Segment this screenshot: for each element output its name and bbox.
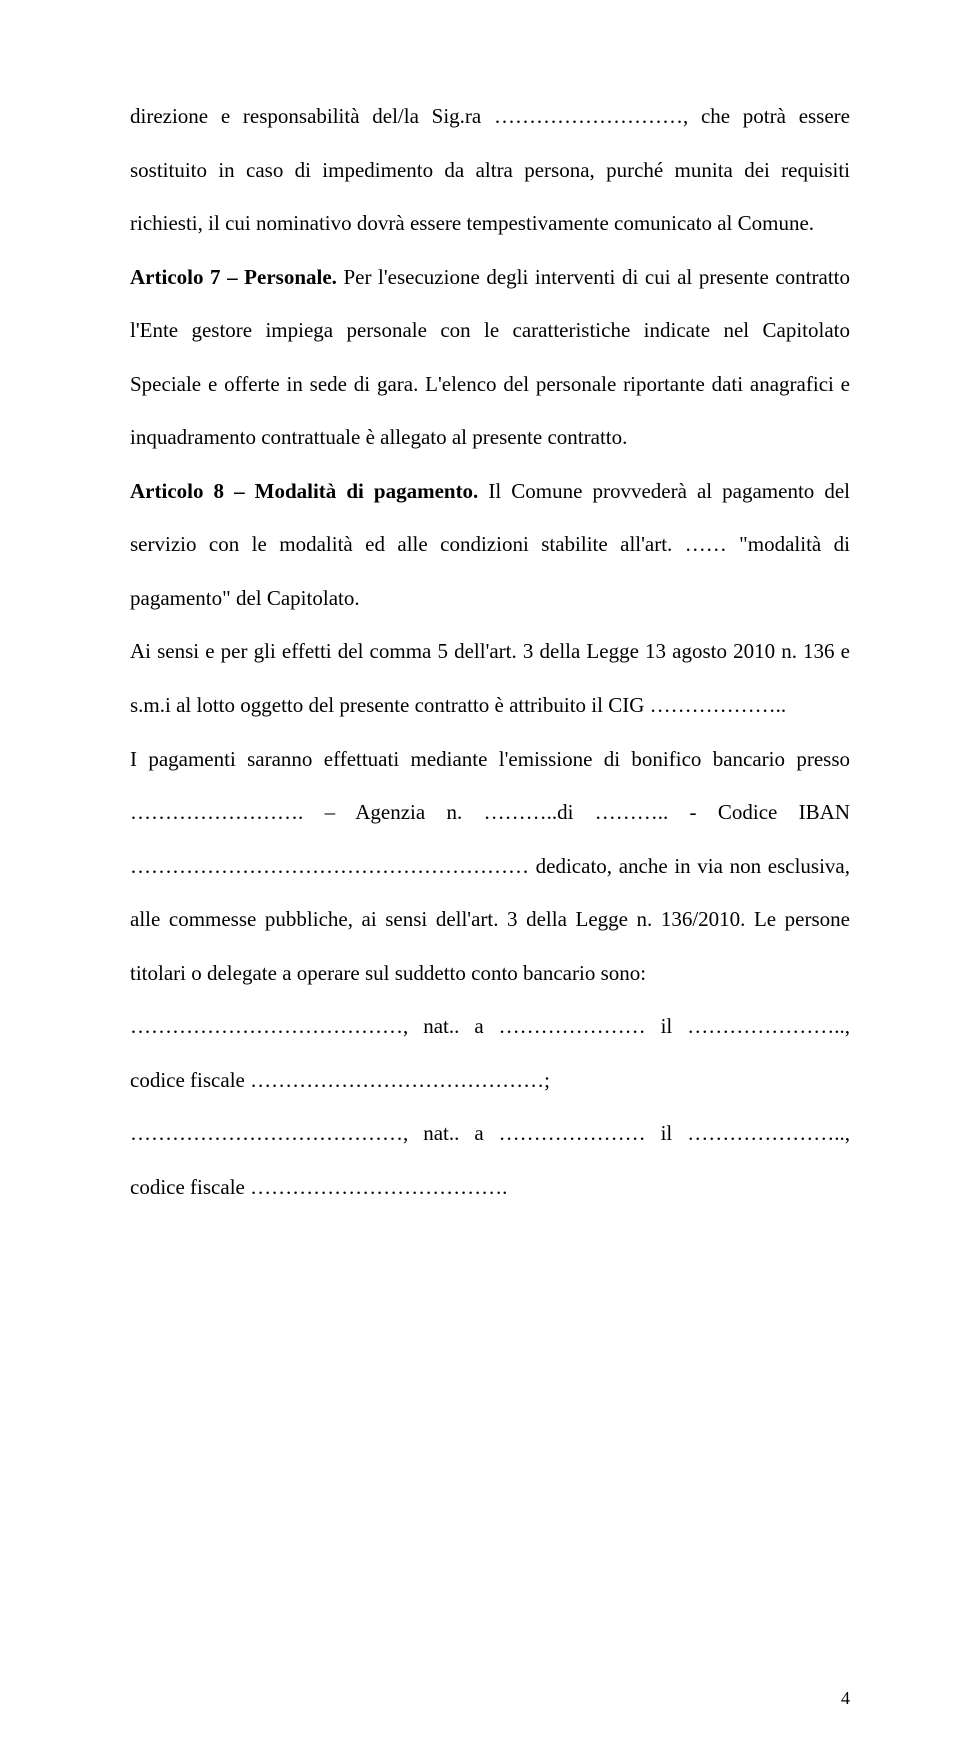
- pagamenti-text: I pagamenti saranno effettuati mediante …: [130, 747, 850, 985]
- ai-sensi-text: Ai sensi e per gli effetti del comma 5 d…: [130, 639, 850, 717]
- article-8-title: Articolo 8 – Modalità di pagamento.: [130, 479, 478, 503]
- page-number: 4: [841, 1688, 850, 1709]
- person-line-2: …………………………………, nat.. a ………………… il …………………: [130, 1107, 850, 1214]
- paragraph-intro: direzione e responsabilità del/la Sig.ra…: [130, 90, 850, 251]
- document-page: direzione e responsabilità del/la Sig.ra…: [0, 0, 960, 1764]
- ai-sensi-paragraph: Ai sensi e per gli effetti del comma 5 d…: [130, 625, 850, 732]
- person-line-1: …………………………………, nat.. a ………………… il …………………: [130, 1000, 850, 1107]
- article-7: Articolo 7 – Personale. Per l'esecuzione…: [130, 251, 850, 465]
- pagamenti-paragraph: I pagamenti saranno effettuati mediante …: [130, 733, 850, 1001]
- intro-text: direzione e responsabilità del/la Sig.ra…: [130, 104, 850, 235]
- person-2-text: …………………………………, nat.. a ………………… il …………………: [130, 1121, 850, 1199]
- article-8: Articolo 8 – Modalità di pagamento. Il C…: [130, 465, 850, 626]
- article-7-title: Articolo 7 – Personale.: [130, 265, 337, 289]
- person-1-text: …………………………………, nat.. a ………………… il …………………: [130, 1014, 850, 1092]
- article-7-body: Per l'esecuzione degli interventi di cui…: [130, 265, 850, 450]
